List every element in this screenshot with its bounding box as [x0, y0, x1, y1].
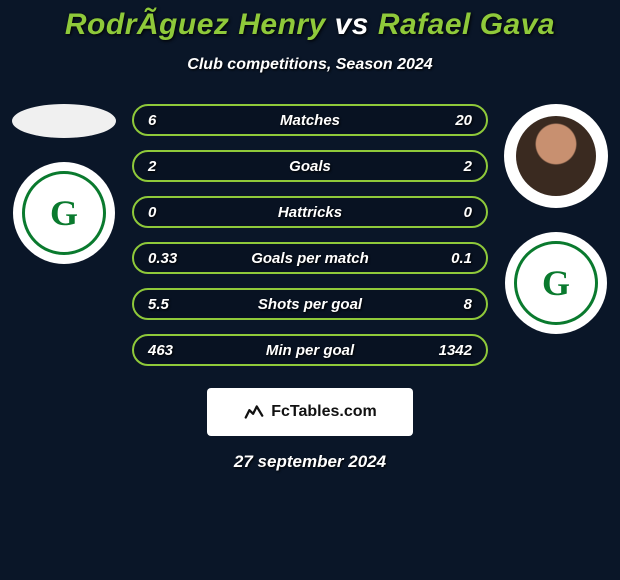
player-a-column — [8, 104, 120, 264]
stat-row-matches: 6 Matches 20 — [132, 104, 488, 136]
stat-row-goals: 2 Goals 2 — [132, 150, 488, 182]
stat-row-goals-per-match: 0.33 Goals per match 0.1 — [132, 242, 488, 274]
goias-crest-icon — [514, 241, 598, 325]
title-vs: vs — [335, 8, 369, 41]
stats-column: 6 Matches 20 2 Goals 2 0 Hattricks 0 0.3… — [132, 104, 488, 366]
player-b-avatar — [504, 104, 608, 208]
player-b-face-icon — [516, 116, 596, 196]
stat-row-min-per-goal: 463 Min per goal 1342 — [132, 334, 488, 366]
stat-a-value: 5.5 — [148, 296, 184, 313]
fctables-logo-icon — [243, 401, 265, 423]
stat-label: Hattricks — [278, 204, 342, 221]
stat-b-value: 0.1 — [436, 250, 472, 267]
stat-label: Goals per match — [251, 250, 369, 267]
title-player-b: Rafael Gava — [378, 8, 555, 41]
player-b-club-crest — [505, 232, 607, 334]
stat-a-value: 2 — [148, 158, 184, 175]
main-row: 6 Matches 20 2 Goals 2 0 Hattricks 0 0.3… — [0, 104, 620, 366]
stat-b-value: 1342 — [436, 342, 472, 359]
footer-brand-badge: FcTables.com — [207, 388, 413, 436]
stat-label: Goals — [289, 158, 331, 175]
stat-a-value: 463 — [148, 342, 184, 359]
player-b-column — [500, 104, 612, 334]
stat-b-value: 8 — [436, 296, 472, 313]
stat-label: Matches — [280, 112, 340, 129]
stat-a-value: 0 — [148, 204, 184, 221]
stat-row-shots-per-goal: 5.5 Shots per goal 8 — [132, 288, 488, 320]
stat-b-value: 20 — [436, 112, 472, 129]
player-a-club-crest — [13, 162, 115, 264]
date-line: 27 september 2024 — [234, 452, 386, 472]
comparison-card: RodrÃguez Henry vs Rafael Gava Club comp… — [0, 0, 620, 580]
stat-b-value: 0 — [436, 204, 472, 221]
stat-a-value: 0.33 — [148, 250, 184, 267]
stat-label: Min per goal — [266, 342, 354, 359]
title-player-a: RodrÃguez Henry — [65, 8, 326, 41]
footer-brand-text: FcTables.com — [271, 403, 377, 421]
page-title: RodrÃguez Henry vs Rafael Gava — [65, 8, 555, 42]
player-a-avatar — [12, 104, 116, 138]
stat-label: Shots per goal — [258, 296, 362, 313]
stat-b-value: 2 — [436, 158, 472, 175]
subtitle: Club competitions, Season 2024 — [187, 56, 432, 74]
stat-a-value: 6 — [148, 112, 184, 129]
stat-row-hattricks: 0 Hattricks 0 — [132, 196, 488, 228]
goias-crest-icon — [22, 171, 106, 255]
